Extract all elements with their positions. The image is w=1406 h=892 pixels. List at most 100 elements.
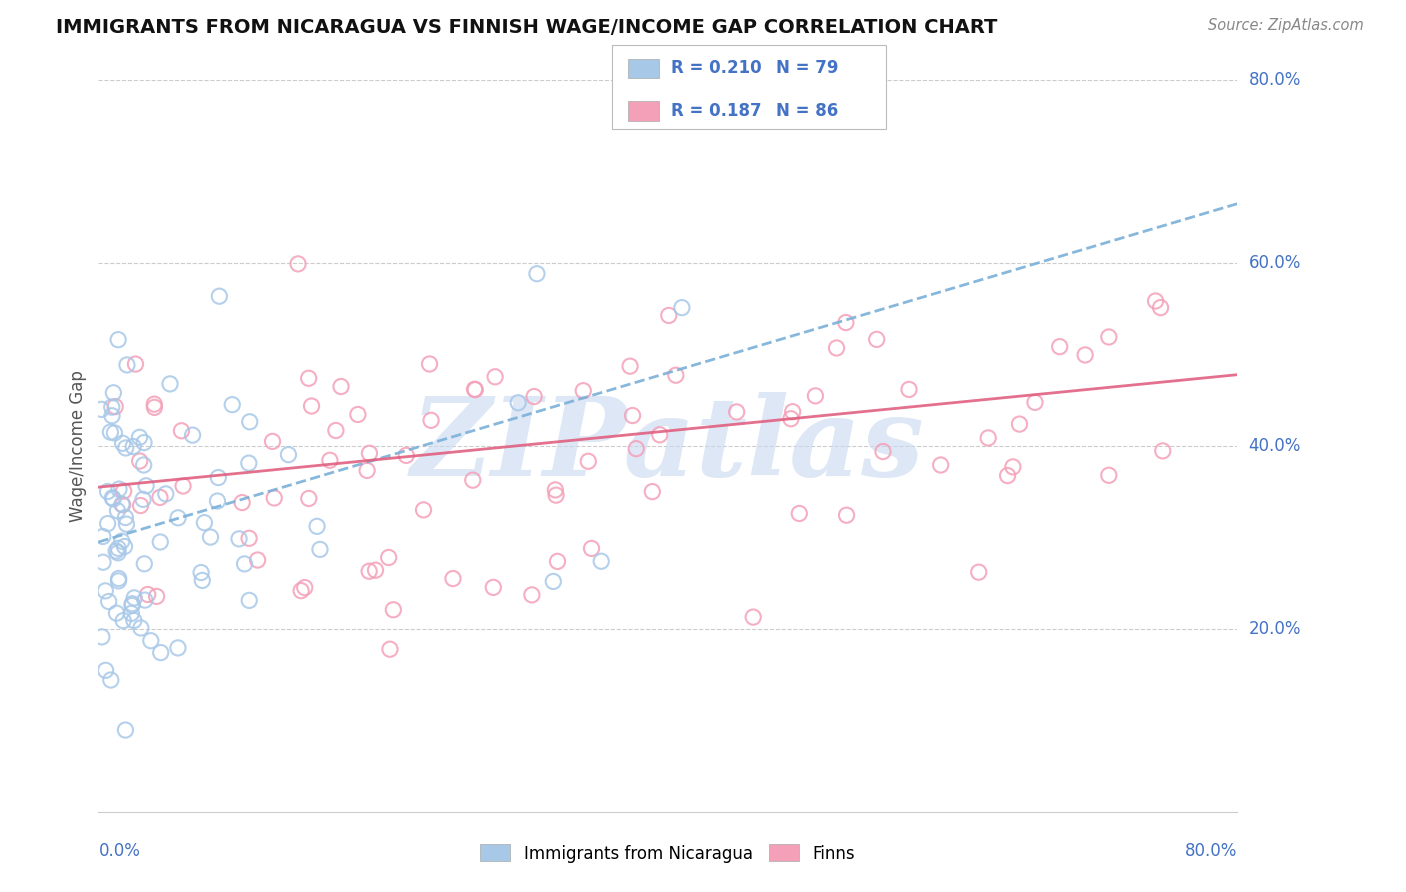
Point (287, 257, 309, 271)
Point (330, 379, 353, 393)
Point (207, 494, 229, 508)
Point (207, 470, 229, 484)
Point (128, 430, 150, 444)
Text: R = 0.210: R = 0.210 (671, 60, 761, 78)
Text: Source: ZipAtlas.com: Source: ZipAtlas.com (1208, 18, 1364, 33)
Point (221, 398, 243, 412)
Point (114, 441, 136, 455)
Point (1098, 468, 1121, 483)
Point (508, 395, 530, 409)
Point (103, 491, 125, 506)
Point (461, 473, 484, 487)
Point (91, 555, 114, 569)
Point (94, 663, 117, 677)
Point (544, 483, 567, 497)
Point (228, 532, 250, 546)
Point (377, 550, 399, 565)
Point (149, 491, 172, 505)
Point (997, 468, 1019, 483)
Point (134, 593, 156, 607)
Point (100, 425, 122, 439)
Point (356, 463, 378, 477)
Point (107, 333, 129, 347)
Point (170, 424, 193, 438)
Point (149, 646, 172, 660)
Point (787, 507, 810, 521)
Point (298, 491, 321, 506)
Point (520, 588, 543, 602)
Point (359, 446, 381, 460)
Point (136, 587, 159, 601)
Point (122, 591, 145, 605)
Point (101, 491, 124, 505)
Point (107, 541, 129, 556)
Point (1008, 417, 1031, 431)
Point (135, 479, 157, 493)
Point (263, 491, 285, 505)
Point (742, 610, 765, 624)
Point (114, 723, 136, 737)
Point (238, 593, 260, 607)
Point (1098, 330, 1121, 344)
Point (294, 581, 316, 595)
Point (145, 590, 167, 604)
Point (128, 454, 150, 468)
Point (90, 630, 112, 644)
Point (359, 564, 381, 578)
Point (129, 499, 152, 513)
Point (898, 383, 921, 397)
Point (648, 427, 671, 442)
Text: IMMIGRANTS FROM NICARAGUA VS FINNISH WAGE/INCOME GAP CORRELATION CHART: IMMIGRANTS FROM NICARAGUA VS FINNISH WAG… (56, 18, 998, 37)
Point (132, 492, 155, 507)
Point (107, 546, 129, 560)
Point (97, 594, 120, 608)
Point (319, 453, 342, 467)
Point (181, 428, 204, 442)
Point (523, 390, 546, 404)
Point (101, 409, 124, 423)
Point (309, 542, 332, 557)
Point (419, 357, 441, 371)
Point (238, 456, 260, 470)
Point (872, 444, 894, 458)
Point (290, 583, 312, 598)
Text: 80.0%: 80.0% (1185, 842, 1237, 860)
Point (382, 603, 405, 617)
Point (246, 553, 269, 567)
Point (238, 531, 260, 545)
Point (97, 484, 120, 499)
Point (149, 535, 172, 549)
Point (107, 574, 129, 588)
Point (105, 544, 128, 558)
Point (621, 409, 644, 423)
Text: ZIPatlas: ZIPatlas (411, 392, 925, 500)
Point (1049, 340, 1071, 354)
Text: 20.0%: 20.0% (1249, 620, 1301, 638)
Text: N = 79: N = 79 (776, 60, 838, 78)
Point (1024, 395, 1046, 409)
Point (576, 454, 599, 468)
Point (825, 341, 848, 355)
Text: N = 86: N = 86 (776, 102, 838, 120)
Point (378, 642, 401, 657)
Point (977, 431, 1000, 445)
Point (298, 371, 321, 385)
Point (103, 425, 125, 440)
Y-axis label: Wage/Income Gap: Wage/Income Gap (69, 370, 87, 522)
Point (464, 383, 486, 397)
Point (111, 436, 134, 450)
Point (111, 498, 134, 512)
Point (115, 517, 138, 532)
Text: 80.0%: 80.0% (1249, 71, 1301, 89)
Point (231, 495, 253, 509)
Point (484, 369, 506, 384)
Point (112, 484, 135, 499)
Point (671, 301, 693, 315)
Point (967, 565, 990, 579)
Point (619, 359, 641, 373)
Point (420, 413, 443, 427)
Point (1149, 301, 1171, 315)
Text: 40.0%: 40.0% (1249, 437, 1301, 455)
Point (172, 479, 194, 493)
Point (526, 267, 548, 281)
